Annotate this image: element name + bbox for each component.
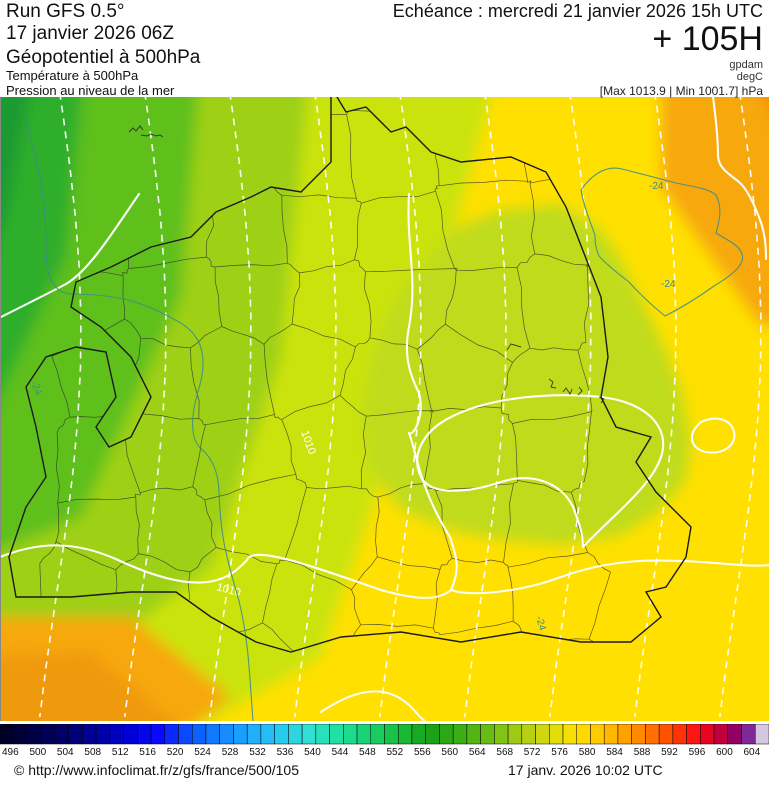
svg-text:588: 588 [634,747,651,758]
svg-text:496: 496 [2,747,19,758]
svg-text:508: 508 [84,747,101,758]
svg-text:576: 576 [551,747,568,758]
svg-text:540: 540 [304,747,321,758]
svg-text:544: 544 [332,747,349,758]
svg-text:524: 524 [194,747,211,758]
svg-text:504: 504 [57,747,74,758]
svg-text:584: 584 [606,747,623,758]
svg-text:600: 600 [716,747,733,758]
svg-text:516: 516 [139,747,156,758]
svg-text:520: 520 [167,747,184,758]
svg-text:532: 532 [249,747,266,758]
svg-text:528: 528 [222,747,239,758]
svg-text:548: 548 [359,747,376,758]
svg-text:556: 556 [414,747,431,758]
svg-text:596: 596 [689,747,706,758]
svg-text:500: 500 [30,747,47,758]
svg-text:-24: -24 [661,279,676,290]
svg-text:568: 568 [496,747,513,758]
svg-text:592: 592 [661,747,678,758]
svg-text:564: 564 [469,747,486,758]
svg-text:572: 572 [524,747,541,758]
svg-text:-24: -24 [649,181,664,192]
svg-text:512: 512 [112,747,129,758]
svg-text:552: 552 [387,747,404,758]
svg-text:536: 536 [277,747,294,758]
svg-text:580: 580 [579,747,596,758]
svg-text:560: 560 [441,747,458,758]
svg-text:604: 604 [744,747,761,758]
